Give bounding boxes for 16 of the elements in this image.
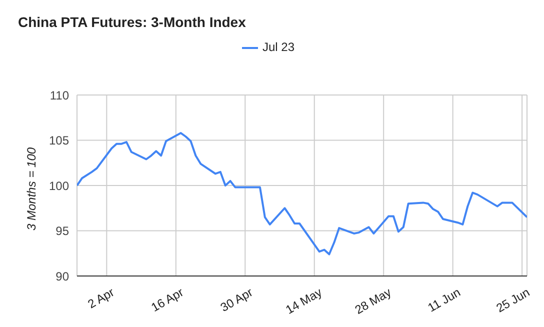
x-tick-label: 11 Jun [425, 285, 463, 315]
y-tick-label: 100 [48, 178, 70, 193]
x-tick-label: 16 Apr [148, 285, 186, 315]
x-tick-label: 25 Jun [494, 285, 532, 316]
y-tick-label: 90 [56, 269, 70, 284]
x-tick-label: 30 Apr [218, 285, 256, 315]
x-tick-label: 14 May [283, 285, 324, 317]
y-axis-title: 3 Months = 100 [24, 147, 38, 230]
legend-label: Jul 23 [262, 40, 295, 54]
y-tick-label: 110 [50, 88, 70, 102]
y-tick-label: 95 [56, 224, 70, 238]
chart-title: China PTA Futures: 3-Month Index [18, 14, 246, 30]
x-tick-label: 28 May [352, 285, 394, 317]
x-tick-label: 2 Apr [85, 285, 117, 312]
line-series [77, 132, 527, 256]
y-tick-label: 105 [48, 134, 70, 148]
